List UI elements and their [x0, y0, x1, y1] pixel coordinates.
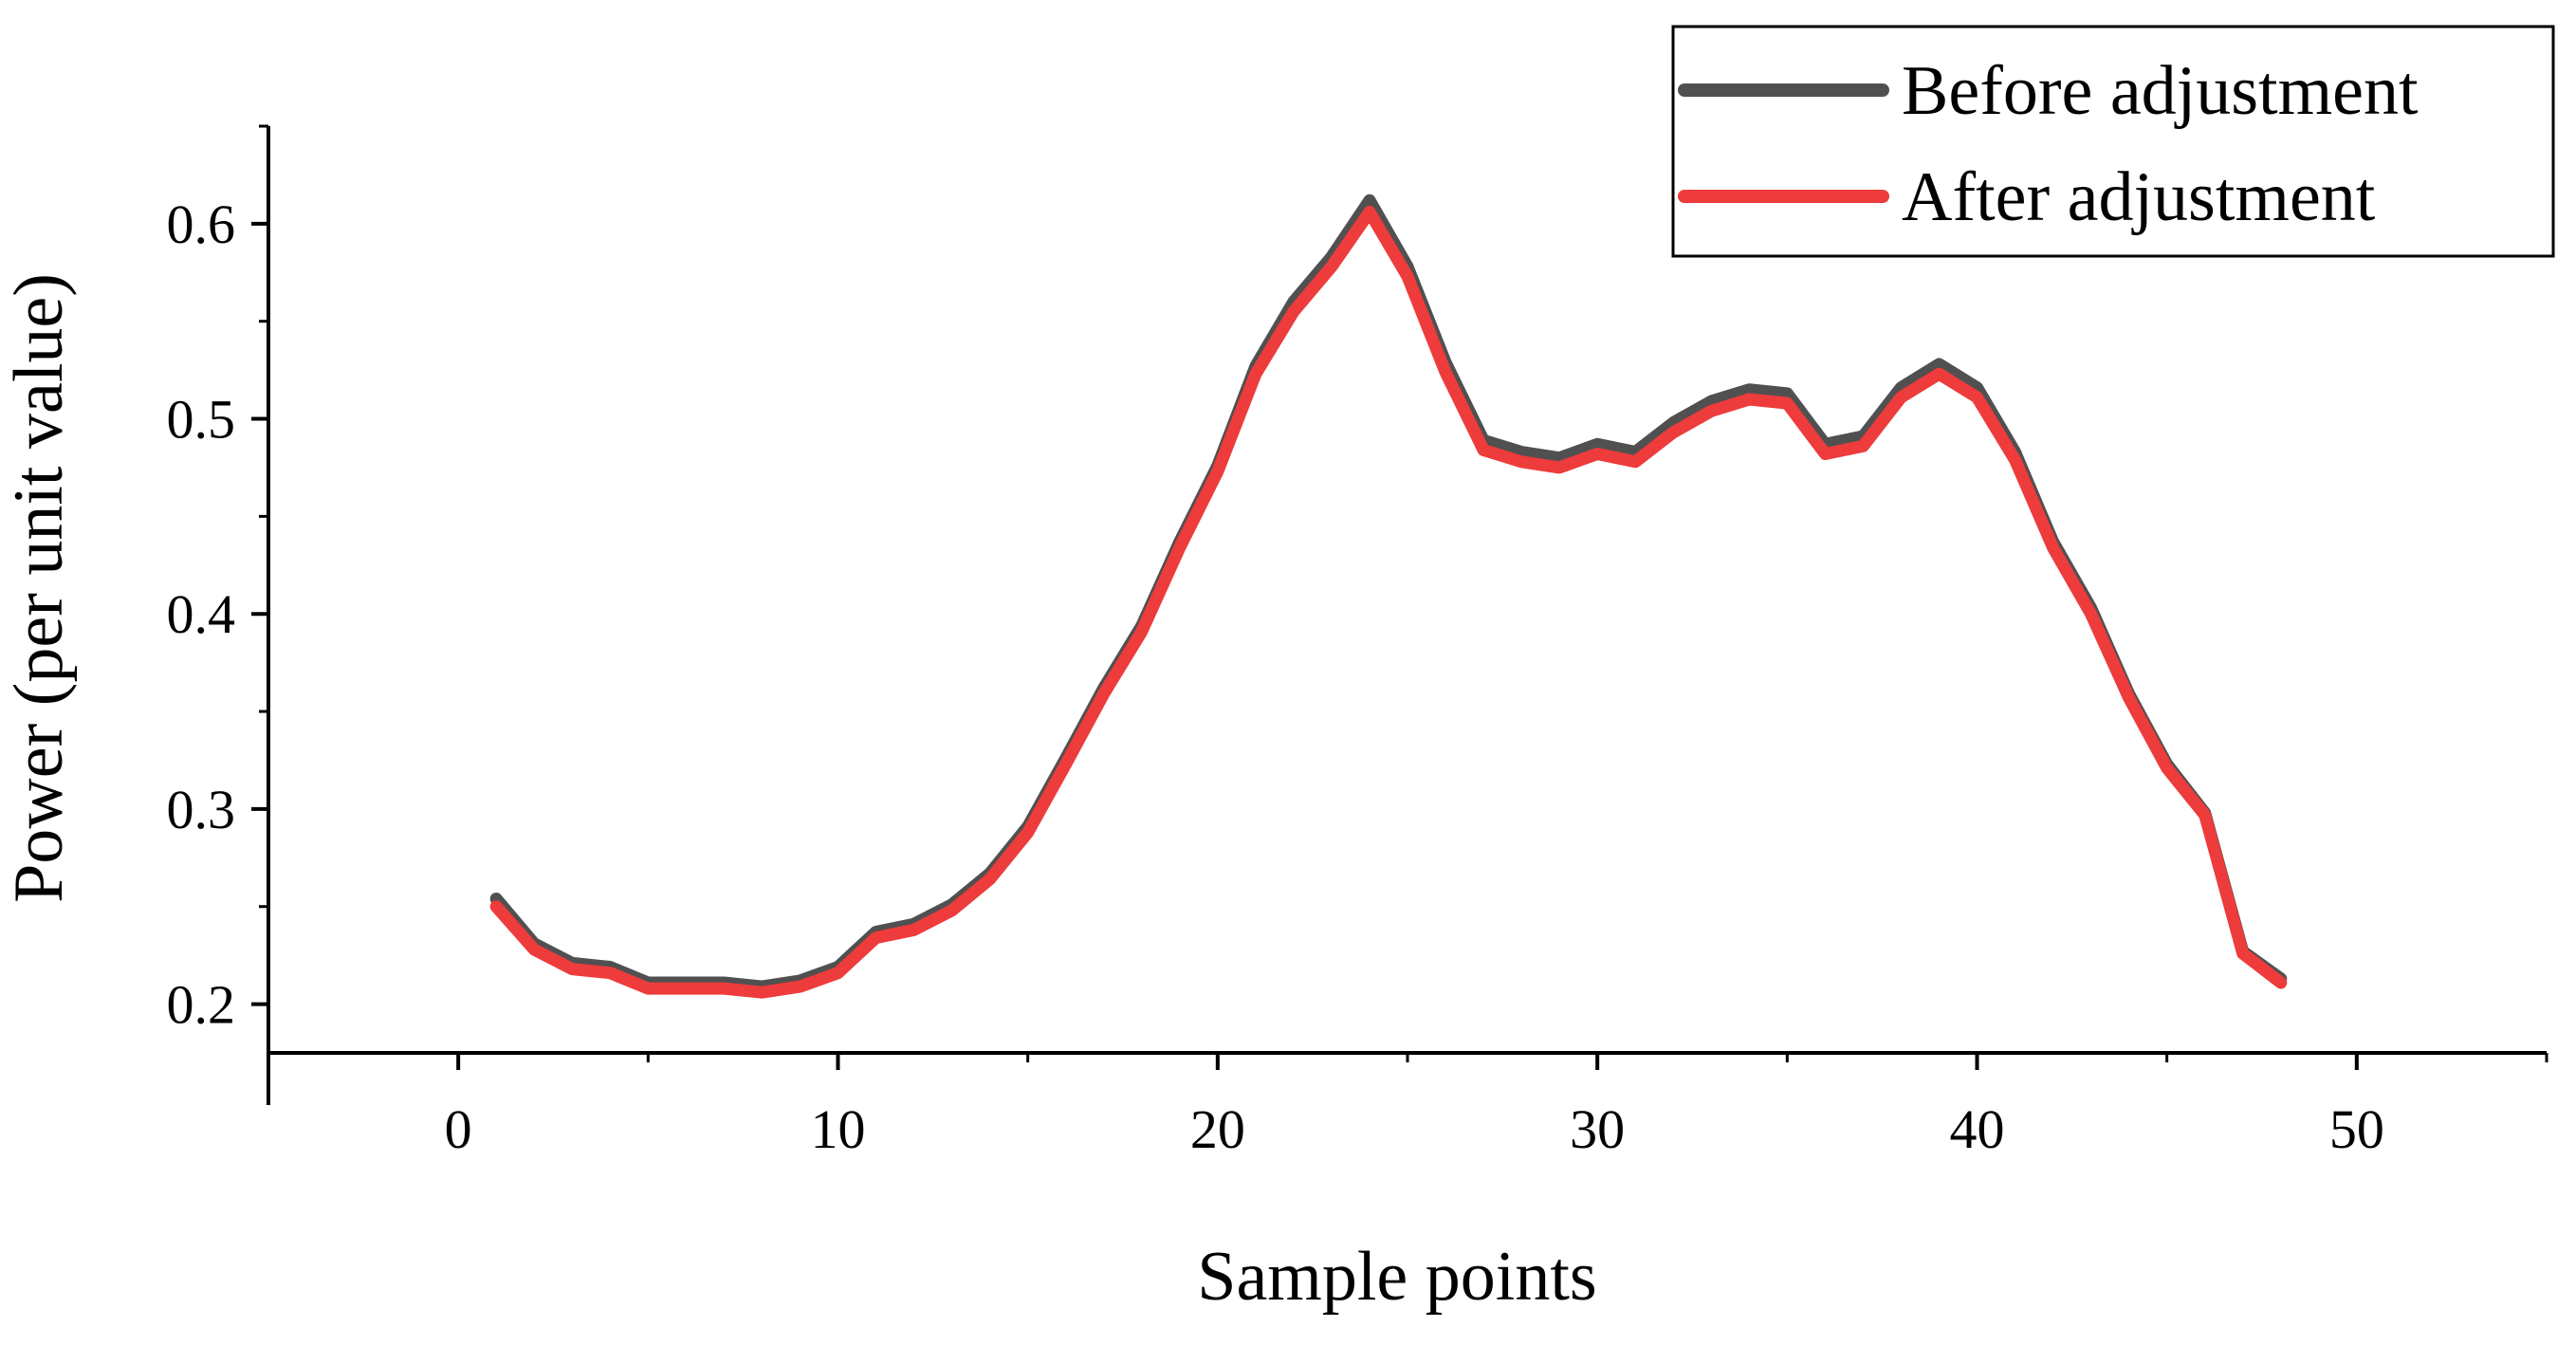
x-tick-label: 40: [1950, 1098, 2005, 1160]
legend: Before adjustment After adjustment: [1671, 25, 2555, 258]
y-tick-label: 0.2: [167, 974, 236, 1036]
series-line-before: [489, 194, 2288, 993]
y-axis-title: Power (per unit value): [0, 273, 78, 903]
legend-label-before: Before adjustment: [1902, 52, 2419, 130]
x-ticks: 0 10 20 30 40 50: [267, 1053, 2548, 1160]
series-line-after: [489, 206, 2288, 999]
x-axis-title: Sample points: [1197, 1238, 1596, 1316]
y-tick-label: 0.5: [167, 389, 236, 451]
x-tick-label: 30: [1570, 1098, 1625, 1160]
x-tick-label: 0: [445, 1098, 472, 1160]
y-tick-label: 0.4: [167, 583, 236, 645]
y-ticks: 0.2 0.3 0.4 0.5 0.6: [167, 124, 268, 1036]
legend-frame: [1671, 25, 2555, 258]
x-tick-label: 50: [2329, 1098, 2384, 1160]
x-tick-label: 20: [1190, 1098, 1245, 1160]
legend-label-after: After adjustment: [1902, 158, 2376, 236]
y-tick-label: 0.3: [167, 779, 236, 840]
y-tick-label: 0.6: [167, 194, 236, 255]
x-tick-label: 10: [811, 1098, 866, 1160]
series-layer: [489, 194, 2288, 999]
